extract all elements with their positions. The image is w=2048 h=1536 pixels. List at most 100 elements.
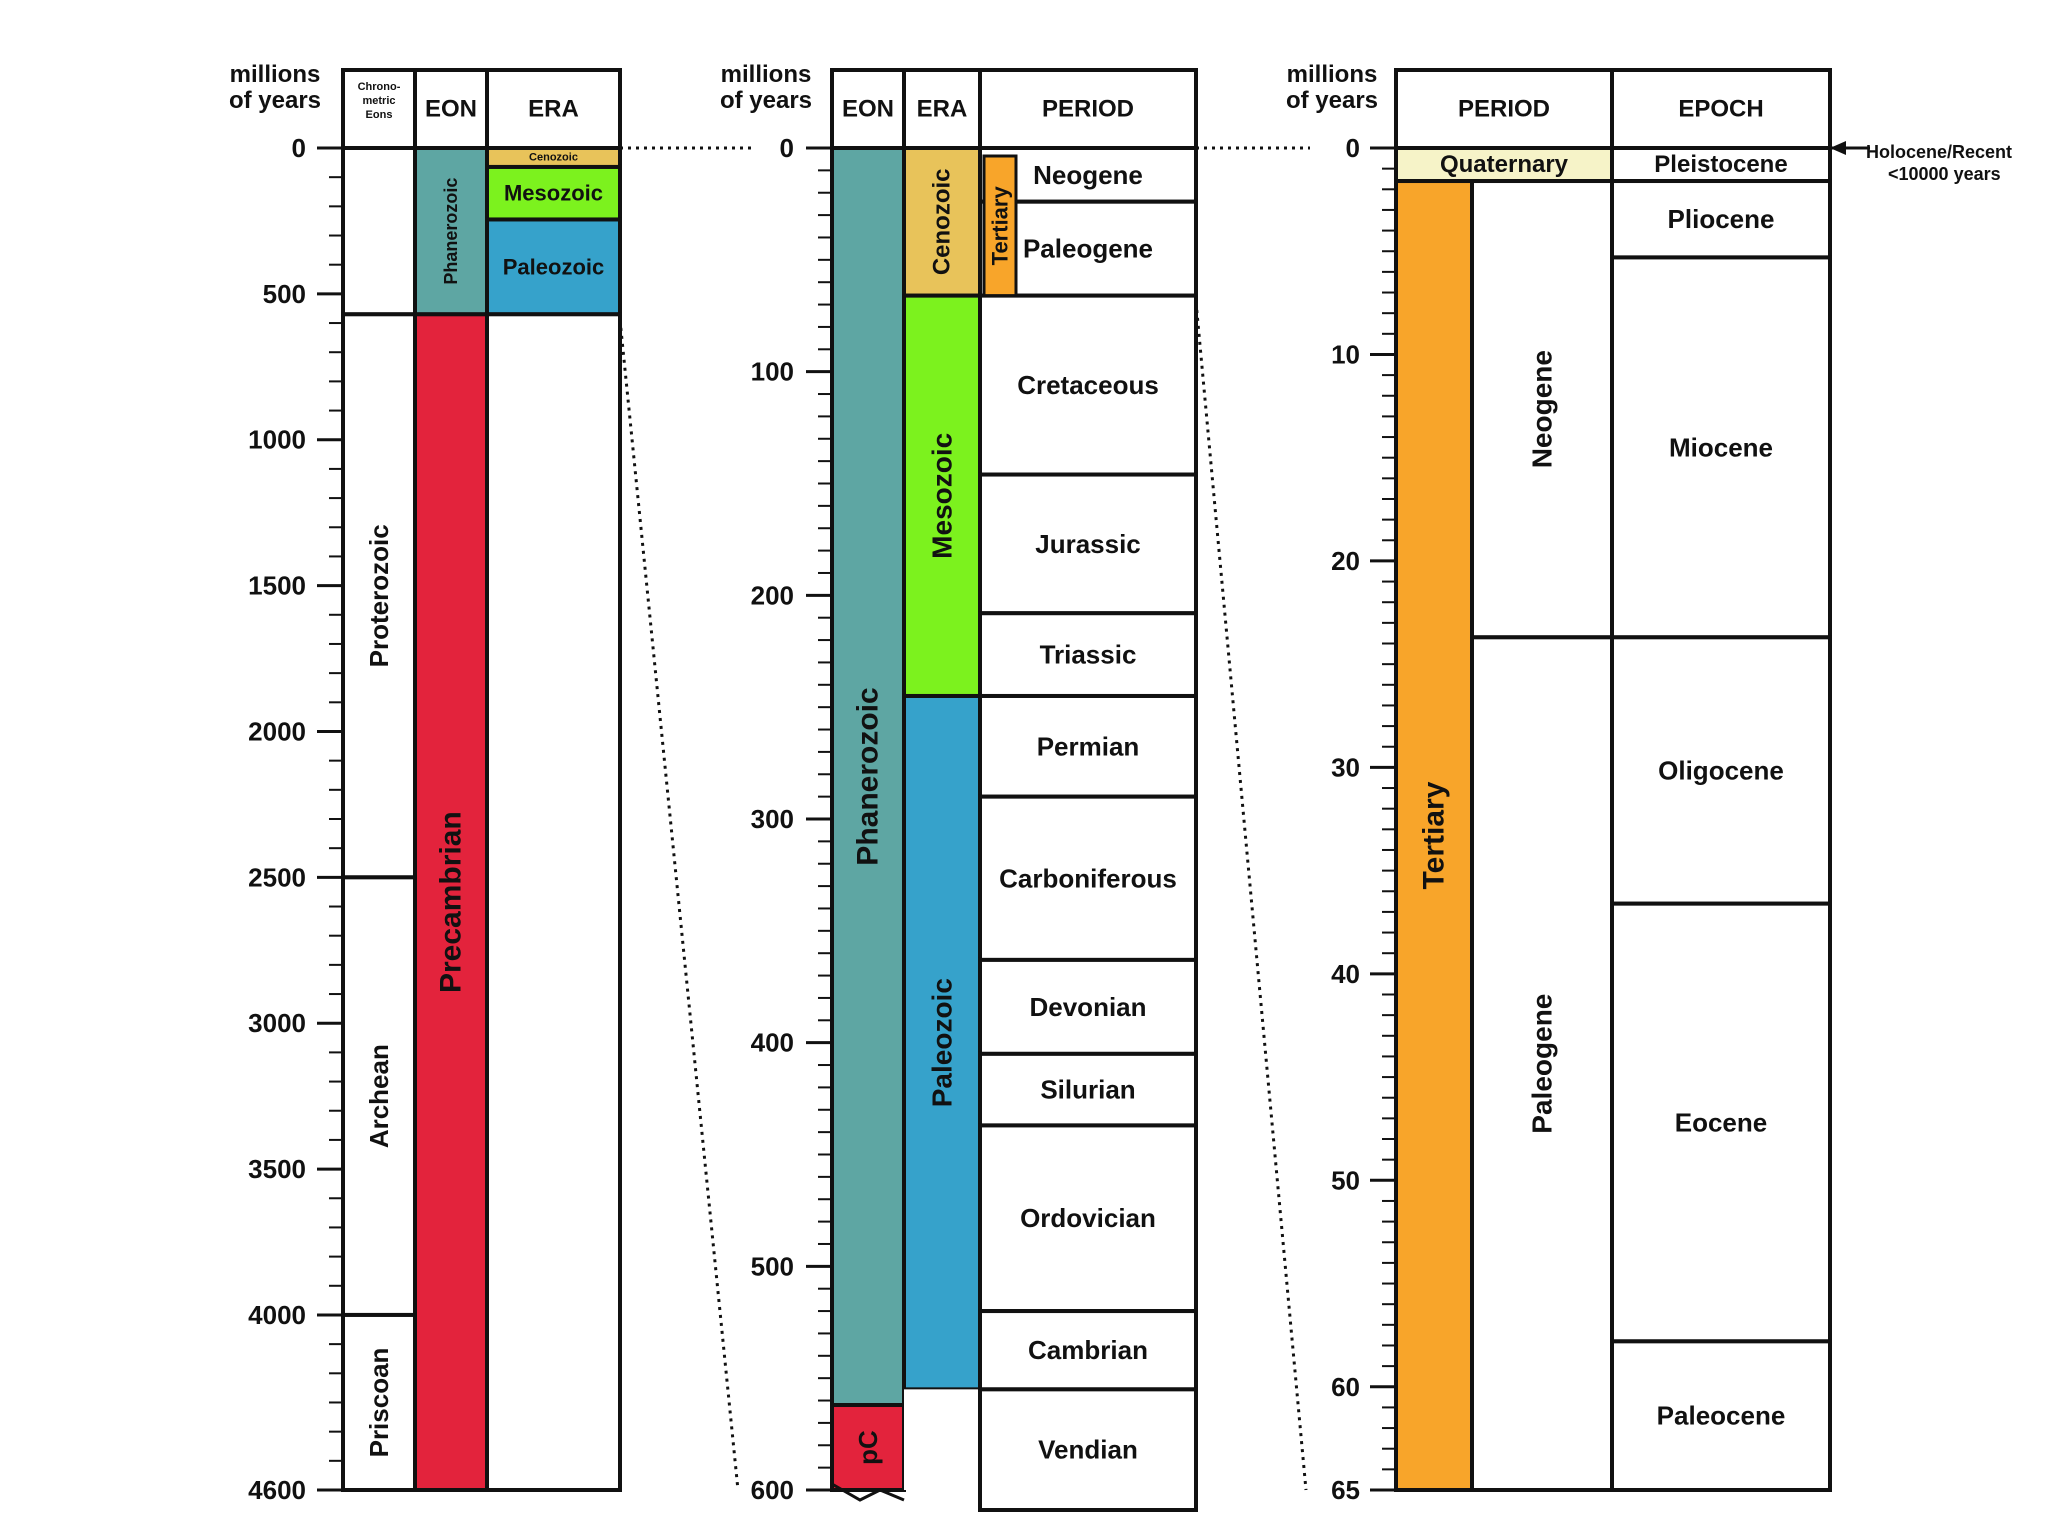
column-eon: EON Phanerozoic pC (830, 68, 906, 1493)
unit-triassic (978, 611, 1198, 698)
unit-paleogene (1470, 635, 1614, 1492)
unit-label-paleozoic: Paleozoic (927, 978, 958, 1107)
unit-neogene (1470, 179, 1614, 640)
holocene-annotation: Holocene/Recent<10000 years (1830, 141, 2012, 184)
unit-jurassic (978, 472, 1198, 616)
unit-label-pleistocene: Pleistocene (1654, 151, 1787, 178)
connector-bottom-right (1194, 301, 1308, 1491)
unit-label-oligocene: Oligocene (1658, 755, 1784, 785)
annotation-line-2: <10000 years (1888, 164, 2001, 184)
unit-silurian (978, 1051, 1198, 1128)
axis-title-line-2: of years (1286, 87, 1378, 114)
unit-label-quaternary: Quaternary (1440, 151, 1569, 178)
column-header-era: ERA (528, 96, 579, 123)
unit-label-paleogene: Paleogene (1023, 234, 1153, 264)
unit-paleocene (1610, 1339, 1832, 1492)
column-period: PERIOD Quaternary Tertiary Neogene Paleogene (1394, 68, 1614, 1493)
tick-label-60: 60 (1331, 1372, 1360, 1402)
unit-miocene (1610, 255, 1832, 640)
unit-label-precambrian: Precambrian (435, 811, 468, 993)
column-header-eon: EON (842, 96, 894, 123)
tick-label-0: 0 (1346, 133, 1360, 163)
unit-mesozoic (485, 164, 622, 222)
column-header-eon: EON (425, 96, 477, 123)
column-header-box (341, 68, 417, 150)
unit-label-pliocene: Pliocene (1668, 204, 1775, 234)
unit-label-phanerozoic: Phanerozoic (852, 687, 885, 865)
unit-label-paleogene: Paleogene (1527, 994, 1558, 1134)
unit-cretaceous (978, 293, 1198, 477)
axis-title-line-2: of years (229, 87, 321, 114)
tick-label-1500: 1500 (248, 571, 306, 601)
unit-label-triassic: Triassic (1040, 640, 1137, 670)
axis-title-line-1: millions (1287, 61, 1378, 88)
unit-proterozoic (341, 312, 417, 880)
column-epoch: EPOCH Pleistocene Pliocene Miocene Oligocene… (1610, 68, 1832, 1492)
zoom-connector-lines (618, 146, 1310, 1491)
column-era: ERA Cenozoic Mesozoic Paleozoic (485, 68, 622, 1493)
column-eon: EON Phanerozoic Precambrian (413, 68, 489, 1493)
unit-label-pc: pC (853, 1430, 883, 1465)
unit-precambrian (413, 312, 489, 1493)
column-chrono-metric-eons: Chrono-metric Eons Proterozoic Archean Prisc… (341, 68, 417, 1493)
unit-devonian (978, 957, 1198, 1056)
tick-label-50: 50 (1331, 1165, 1360, 1195)
unit-label-mesozoic: Mesozoic (504, 181, 603, 206)
unit-label-priscoan: Priscoan (364, 1348, 394, 1458)
column-period: PERIOD Neogene Paleogene Cretaceous Jurassic… (978, 68, 1198, 1512)
column-header-text: metric (362, 95, 395, 107)
axis-title-line-1: millions (230, 61, 321, 88)
unit-eocene (1610, 901, 1832, 1344)
unit-label-proterozoic: Proterozoic (364, 524, 394, 667)
unit-label-phanerozoic: Phanerozoic (441, 178, 461, 285)
unit-label-archean: Archean (364, 1044, 394, 1148)
unit-blank (904, 1389, 980, 1490)
unit-label-tertiary: Tertiary (1418, 781, 1451, 889)
tick-label-40: 40 (1331, 959, 1360, 989)
unit-label-ordovician: Ordovician (1020, 1203, 1156, 1233)
annotation-arrowhead (1830, 141, 1846, 155)
tick-label-0: 0 (292, 133, 306, 163)
tick-label-500: 500 (751, 1251, 794, 1281)
unit-label-mesozoic: Mesozoic (927, 433, 958, 559)
tick-label-500: 500 (263, 279, 306, 309)
unit-label-eocene: Eocene (1675, 1107, 1768, 1137)
unit-label-vendian: Vendian (1038, 1435, 1138, 1465)
connector-bottom-left (618, 319, 740, 1491)
unit-blank (485, 312, 622, 1493)
column-era: ERA Cenozoic Mesozoic Paleozoic (902, 68, 982, 1490)
unit-label-silurian: Silurian (1040, 1075, 1135, 1105)
axis-ticks: 0 100 200 300 400 500 600 (751, 133, 832, 1505)
unit-label-paleozoic: Paleozoic (503, 254, 604, 279)
tick-label-10: 10 (1331, 339, 1360, 369)
tick-label-2000: 2000 (248, 716, 306, 746)
tick-label-1000: 1000 (248, 425, 306, 455)
column-header-period: PERIOD (1042, 96, 1134, 123)
tick-label-3500: 3500 (248, 1154, 306, 1184)
column-header-text: Eons (366, 109, 393, 121)
unit-label-devonian: Devonian (1029, 992, 1146, 1022)
column-header-period: PERIOD (1458, 96, 1550, 123)
tick-label-65: 65 (1331, 1475, 1360, 1505)
unit-carboniferous (978, 794, 1198, 962)
annotation-line-1: Holocene/Recent (1866, 142, 2012, 162)
tick-label-0: 0 (780, 133, 794, 163)
tick-label-4600: 4600 (248, 1475, 306, 1505)
unit-label-carboniferous: Carboniferous (999, 863, 1177, 893)
tick-label-2500: 2500 (248, 862, 306, 892)
tick-label-100: 100 (751, 357, 794, 387)
column-header-box (978, 68, 1198, 150)
axis-title-line-2: of years (720, 87, 812, 114)
column-header-text: Chrono- (358, 81, 401, 93)
unit-tertiary (1394, 179, 1474, 1493)
unit-label-tertiary: Tertiary (988, 186, 1013, 266)
tick-label-300: 300 (751, 804, 794, 834)
unit-label-cambrian: Cambrian (1028, 1335, 1148, 1365)
axis-title-line-1: millions (721, 61, 812, 88)
unit-label-cenozoic: Cenozoic (529, 151, 578, 163)
tick-label-20: 20 (1331, 546, 1360, 576)
